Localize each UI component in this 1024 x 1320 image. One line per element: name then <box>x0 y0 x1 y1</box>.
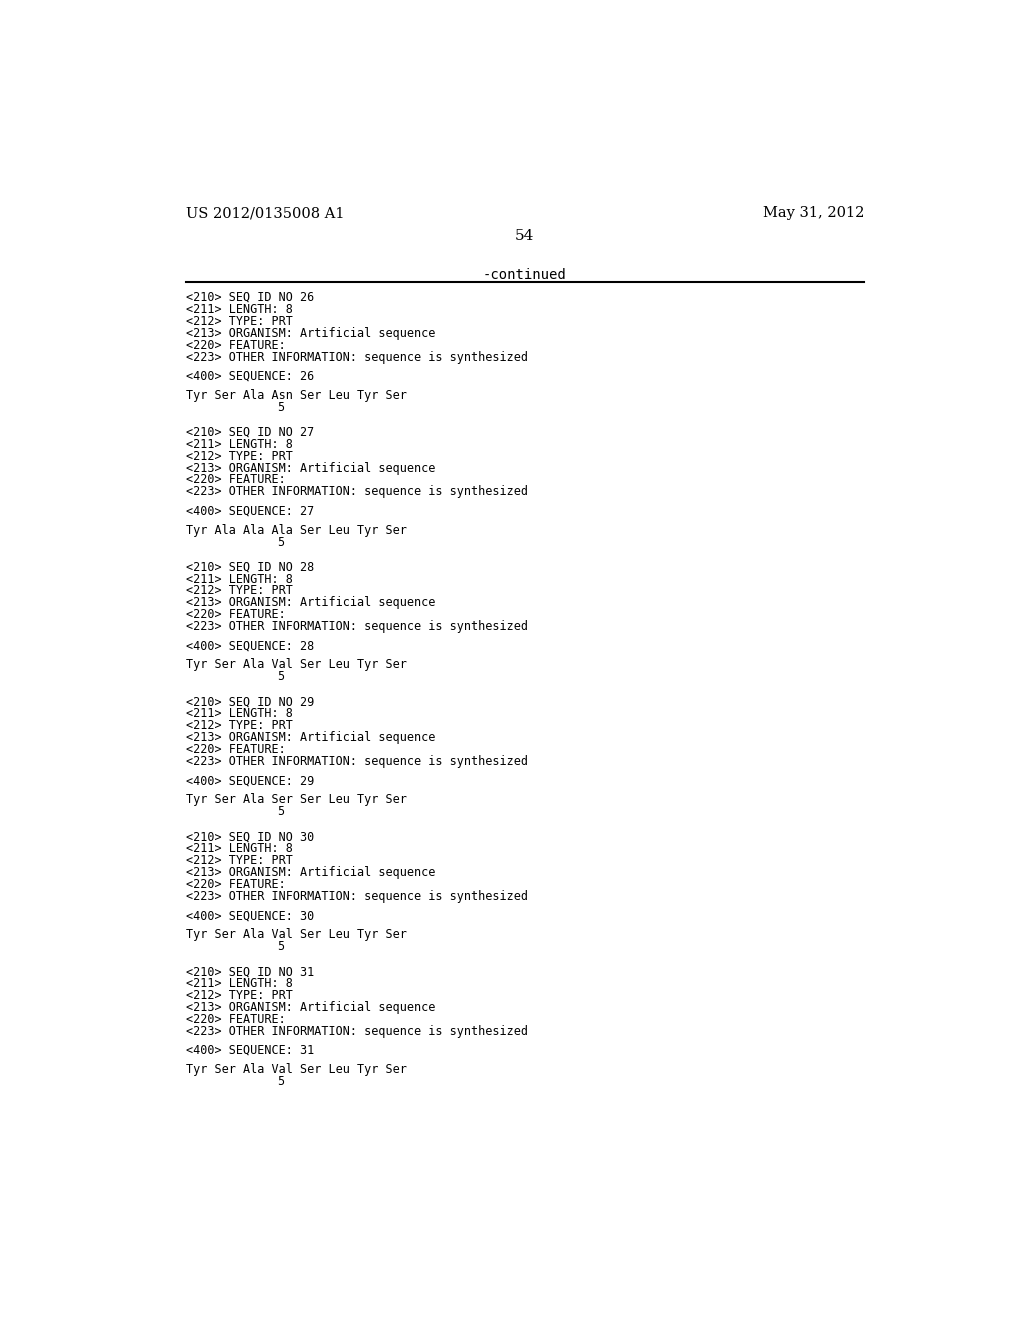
Text: <211> LENGTH: 8: <211> LENGTH: 8 <box>186 708 293 721</box>
Text: <400> SEQUENCE: 28: <400> SEQUENCE: 28 <box>186 639 314 652</box>
Text: <210> SEQ ID NO 31: <210> SEQ ID NO 31 <box>186 965 314 978</box>
Text: <220> FEATURE:: <220> FEATURE: <box>186 1012 286 1026</box>
Text: <223> OTHER INFORMATION: sequence is synthesized: <223> OTHER INFORMATION: sequence is syn… <box>186 351 528 363</box>
Text: <220> FEATURE:: <220> FEATURE: <box>186 609 286 622</box>
Text: <223> OTHER INFORMATION: sequence is synthesized: <223> OTHER INFORMATION: sequence is syn… <box>186 755 528 768</box>
Text: 54: 54 <box>515 230 535 243</box>
Text: -continued: -continued <box>483 268 566 281</box>
Text: <400> SEQUENCE: 30: <400> SEQUENCE: 30 <box>186 909 314 923</box>
Text: 5: 5 <box>278 671 285 684</box>
Text: <220> FEATURE:: <220> FEATURE: <box>186 878 286 891</box>
Text: <212> TYPE: PRT: <212> TYPE: PRT <box>186 719 293 733</box>
Text: Tyr Ser Ala Ser Ser Leu Tyr Ser: Tyr Ser Ala Ser Ser Leu Tyr Ser <box>186 793 407 807</box>
Text: <213> ORGANISM: Artificial sequence: <213> ORGANISM: Artificial sequence <box>186 462 435 474</box>
Text: <220> FEATURE:: <220> FEATURE: <box>186 474 286 487</box>
Text: Tyr Ala Ala Ala Ser Leu Tyr Ser: Tyr Ala Ala Ala Ser Leu Tyr Ser <box>186 524 407 536</box>
Text: <210> SEQ ID NO 27: <210> SEQ ID NO 27 <box>186 426 314 438</box>
Text: <212> TYPE: PRT: <212> TYPE: PRT <box>186 450 293 462</box>
Text: <400> SEQUENCE: 26: <400> SEQUENCE: 26 <box>186 370 314 383</box>
Text: Tyr Ser Ala Asn Ser Leu Tyr Ser: Tyr Ser Ala Asn Ser Leu Tyr Ser <box>186 388 407 401</box>
Text: 5: 5 <box>278 401 285 413</box>
Text: 5: 5 <box>278 805 285 818</box>
Text: May 31, 2012: May 31, 2012 <box>763 206 864 220</box>
Text: <220> FEATURE:: <220> FEATURE: <box>186 339 286 351</box>
Text: 5: 5 <box>278 1074 285 1088</box>
Text: <210> SEQ ID NO 29: <210> SEQ ID NO 29 <box>186 696 314 709</box>
Text: US 2012/0135008 A1: US 2012/0135008 A1 <box>186 206 345 220</box>
Text: <210> SEQ ID NO 26: <210> SEQ ID NO 26 <box>186 290 314 304</box>
Text: <212> TYPE: PRT: <212> TYPE: PRT <box>186 854 293 867</box>
Text: <213> ORGANISM: Artificial sequence: <213> ORGANISM: Artificial sequence <box>186 866 435 879</box>
Text: Tyr Ser Ala Val Ser Leu Tyr Ser: Tyr Ser Ala Val Ser Leu Tyr Ser <box>186 928 407 941</box>
Text: Tyr Ser Ala Val Ser Leu Tyr Ser: Tyr Ser Ala Val Ser Leu Tyr Ser <box>186 659 407 672</box>
Text: <211> LENGTH: 8: <211> LENGTH: 8 <box>186 842 293 855</box>
Text: <210> SEQ ID NO 30: <210> SEQ ID NO 30 <box>186 830 314 843</box>
Text: 5: 5 <box>278 536 285 549</box>
Text: <212> TYPE: PRT: <212> TYPE: PRT <box>186 989 293 1002</box>
Text: Tyr Ser Ala Val Ser Leu Tyr Ser: Tyr Ser Ala Val Ser Leu Tyr Ser <box>186 1063 407 1076</box>
Text: <400> SEQUENCE: 27: <400> SEQUENCE: 27 <box>186 504 314 517</box>
Text: <400> SEQUENCE: 29: <400> SEQUENCE: 29 <box>186 775 314 787</box>
Text: <223> OTHER INFORMATION: sequence is synthesized: <223> OTHER INFORMATION: sequence is syn… <box>186 620 528 634</box>
Text: <211> LENGTH: 8: <211> LENGTH: 8 <box>186 573 293 586</box>
Text: <211> LENGTH: 8: <211> LENGTH: 8 <box>186 302 293 315</box>
Text: <212> TYPE: PRT: <212> TYPE: PRT <box>186 585 293 598</box>
Text: <223> OTHER INFORMATION: sequence is synthesized: <223> OTHER INFORMATION: sequence is syn… <box>186 1024 528 1038</box>
Text: <213> ORGANISM: Artificial sequence: <213> ORGANISM: Artificial sequence <box>186 1001 435 1014</box>
Text: <213> ORGANISM: Artificial sequence: <213> ORGANISM: Artificial sequence <box>186 597 435 610</box>
Text: <211> LENGTH: 8: <211> LENGTH: 8 <box>186 977 293 990</box>
Text: <211> LENGTH: 8: <211> LENGTH: 8 <box>186 438 293 450</box>
Text: <223> OTHER INFORMATION: sequence is synthesized: <223> OTHER INFORMATION: sequence is syn… <box>186 486 528 499</box>
Text: 5: 5 <box>278 940 285 953</box>
Text: <210> SEQ ID NO 28: <210> SEQ ID NO 28 <box>186 561 314 574</box>
Text: <223> OTHER INFORMATION: sequence is synthesized: <223> OTHER INFORMATION: sequence is syn… <box>186 890 528 903</box>
Text: <400> SEQUENCE: 31: <400> SEQUENCE: 31 <box>186 1044 314 1057</box>
Text: <213> ORGANISM: Artificial sequence: <213> ORGANISM: Artificial sequence <box>186 326 435 339</box>
Text: <213> ORGANISM: Artificial sequence: <213> ORGANISM: Artificial sequence <box>186 731 435 744</box>
Text: <212> TYPE: PRT: <212> TYPE: PRT <box>186 314 293 327</box>
Text: <220> FEATURE:: <220> FEATURE: <box>186 743 286 756</box>
